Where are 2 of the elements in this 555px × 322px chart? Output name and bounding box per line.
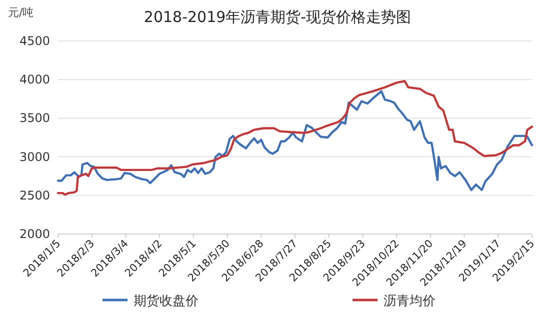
title: 2018-2019年沥青期货-现货价格走势图 — [144, 8, 412, 26]
ylabel: 元/吨 — [8, 6, 34, 19]
